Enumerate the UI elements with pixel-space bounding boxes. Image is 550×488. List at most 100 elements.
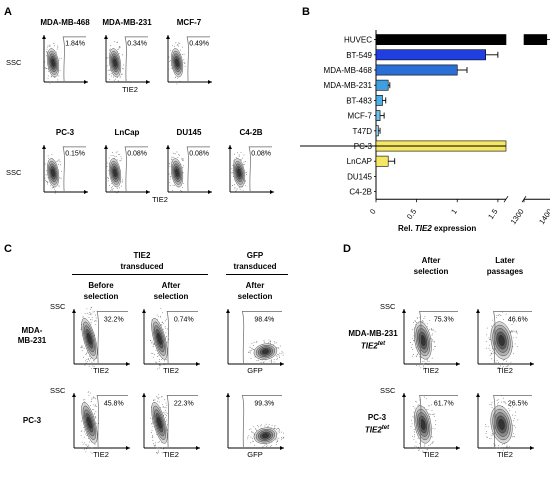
plot-title: MDA-MB-468: [40, 18, 90, 27]
cell-population: [231, 152, 248, 192]
plot-axes: [42, 145, 88, 194]
flow-plot-pc-3: 0.15%: [42, 145, 88, 194]
flow-plot-mcf-7: 0.49%: [166, 35, 212, 85]
gate-percentage: 0.08%: [189, 151, 209, 158]
x-axis-label: TIE2: [163, 450, 179, 459]
flow-plot-d: 46.6%: [476, 309, 534, 369]
gate-line: [419, 395, 458, 448]
gate-line: [186, 36, 210, 82]
x-axis-label: GFP: [247, 366, 263, 375]
bar: [375, 125, 379, 137]
group-underline: [226, 274, 288, 275]
gate-percentage: 0.49%: [189, 41, 209, 48]
gate-percentage: 26.5%: [508, 400, 528, 407]
gate-percentage: 22.3%: [174, 400, 194, 407]
gate-line: [419, 311, 458, 364]
gate-line: [166, 395, 198, 448]
x-axis-label: GFP: [247, 450, 263, 459]
cell-population: [106, 151, 124, 194]
flow-plot-c: 0.74%: [142, 307, 200, 370]
bar: [523, 34, 548, 45]
gate-percentage: 99.3%: [254, 400, 274, 407]
plot-axes: [228, 145, 274, 194]
cell-population: [168, 42, 186, 85]
flow-plot-d: 26.5%: [476, 393, 534, 453]
flow-plot-d: 61.7%: [402, 393, 460, 454]
gate-line: [166, 311, 198, 364]
category-label: DU145: [347, 172, 372, 181]
plot-title: C4-2B: [239, 128, 263, 137]
gate-percentage: 0.08%: [127, 151, 147, 158]
plot-axes: [142, 393, 200, 450]
y-axis-label: SSC: [380, 386, 396, 395]
x-tick-label: 1.5: [486, 207, 499, 221]
x-axis-label: TIE2: [423, 366, 439, 375]
x-axis-label: TIE2: [423, 450, 439, 459]
row-label-cell-line: PC-3: [367, 413, 387, 422]
category-label: MDA-MB-231: [324, 81, 373, 90]
plot-axes: [476, 309, 534, 366]
category-label: MCF-7: [348, 112, 373, 121]
y-axis-label: SSC: [6, 58, 22, 67]
gate-line: [96, 395, 128, 448]
bar: [375, 49, 486, 61]
flow-plot-c: 98.4%: [226, 309, 284, 366]
plot-axes: [104, 145, 150, 194]
y-axis-label: SSC: [50, 302, 66, 311]
plot-axes: [226, 309, 284, 366]
gate-line: [96, 311, 128, 364]
plot-title: MDA-MB-231: [102, 18, 152, 27]
plot-axes: [104, 35, 150, 84]
bar: [375, 110, 381, 121]
category-label: C4-2B: [349, 188, 372, 197]
gate-percentage: 45.8%: [104, 400, 124, 407]
bar: [375, 155, 389, 167]
cell-population: [80, 306, 99, 369]
x-tick-label: 0: [368, 207, 378, 216]
cell-population: [80, 391, 100, 455]
category-label: BT-483: [346, 96, 372, 105]
row-label: PC-3: [22, 416, 42, 425]
gate-percentage: 0.08%: [251, 151, 271, 158]
cell-population: [106, 41, 124, 82]
bar: [375, 34, 507, 45]
y-axis-label: SSC: [380, 302, 396, 311]
cell-population: [150, 307, 170, 370]
panel-b-letter: B: [302, 6, 310, 18]
column-label: After selection: [237, 281, 273, 301]
row-label-construct: TIE2tet: [364, 425, 390, 435]
row-label: MDA-MB-231 TIE2tet: [340, 328, 406, 352]
x-tick-label: 1300: [509, 207, 526, 226]
bar: [375, 95, 383, 106]
gate-line: [493, 395, 532, 448]
plot-title: DU145: [176, 128, 202, 137]
plot-axes: [226, 393, 284, 450]
gate-line: [62, 146, 86, 192]
plot-axes: [72, 393, 130, 450]
x-axis-label: TIE2: [93, 450, 109, 459]
plot-axes: [402, 393, 460, 450]
y-axis-label: SSC: [50, 386, 66, 395]
chart-x-axis-label: Rel. TIE2 expression: [398, 224, 477, 233]
flow-plot-d: 75.3%: [402, 309, 460, 370]
cell-population: [247, 339, 284, 363]
panel-c-letter: C: [4, 243, 12, 255]
category-label: LnCAP: [347, 157, 372, 166]
flow-plot-c4-2b: 0.08%: [228, 145, 274, 194]
gate-line: [241, 395, 282, 448]
x-axis-label: TIE2: [163, 366, 179, 375]
plot-title: MCF-7: [176, 18, 202, 27]
x-axis-label: TIE2: [497, 450, 513, 459]
gate-percentage: 0.74%: [174, 316, 194, 323]
gate-percentage: 0.34%: [127, 41, 147, 48]
panel-a-letter: A: [4, 6, 12, 18]
cell-population: [247, 423, 285, 448]
category-label: PC-3: [354, 142, 373, 151]
panel-d-letter: D: [343, 243, 351, 255]
gate-percentage: 75.3%: [434, 316, 454, 323]
flow-plot-mda-mb-231: 0.34%: [104, 35, 150, 84]
x-tick-label: 0.5: [405, 207, 418, 221]
flow-plot-mda-mb-468: 1.84%: [42, 35, 88, 84]
gate-percentage: 46.6%: [508, 316, 528, 323]
category-label: MDA-MB-468: [324, 66, 373, 75]
